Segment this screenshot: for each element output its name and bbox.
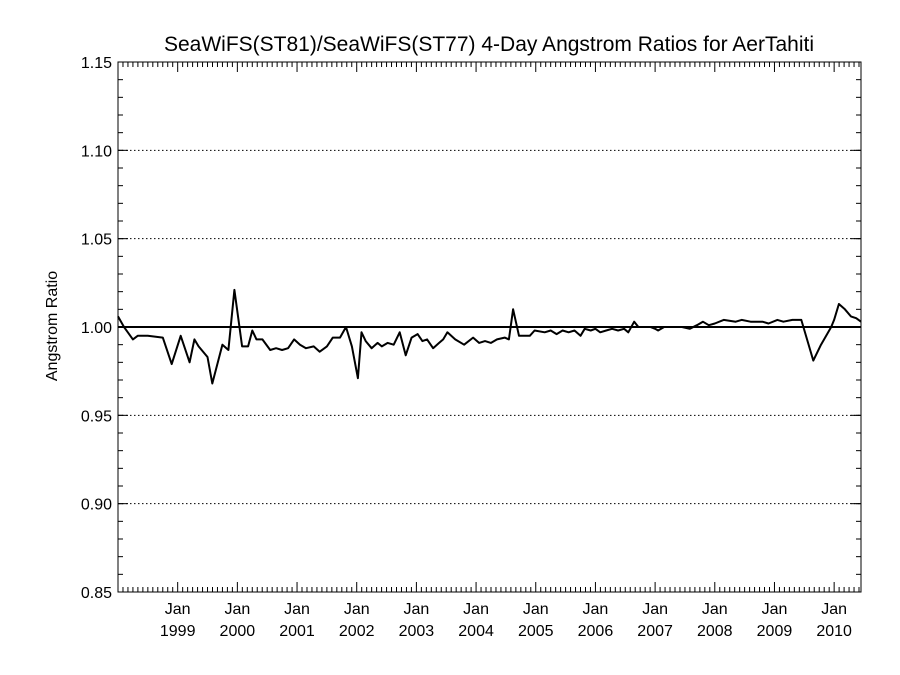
x-tick-label-month: Jan bbox=[403, 601, 429, 618]
y-axis-label: Angstrom Ratio bbox=[44, 271, 61, 381]
x-tick-label-month: Jan bbox=[642, 601, 668, 618]
x-tick-label-year: 2003 bbox=[399, 623, 435, 640]
x-tick-label-year: 2006 bbox=[578, 623, 614, 640]
y-tick-label: 0.90 bbox=[81, 497, 112, 514]
x-tick-label-month: Jan bbox=[583, 601, 609, 618]
x-tick-label-year: 2005 bbox=[518, 623, 554, 640]
x-tick-label-year: 2007 bbox=[637, 623, 673, 640]
x-tick-label-year: 2000 bbox=[220, 623, 256, 640]
x-tick-label-year: 2001 bbox=[279, 623, 315, 640]
y-tick-label: 0.85 bbox=[81, 585, 112, 602]
x-tick-label-year: 2010 bbox=[816, 623, 852, 640]
series-line bbox=[117, 288, 862, 385]
x-tick-label-year: 2002 bbox=[339, 623, 375, 640]
x-tick-label-year: 1999 bbox=[160, 623, 196, 640]
x-tick-label-month: Jan bbox=[344, 601, 370, 618]
x-tick-label-month: Jan bbox=[165, 601, 191, 618]
y-tick-label: 0.95 bbox=[81, 408, 112, 425]
y-tick-label: 1.05 bbox=[81, 232, 112, 249]
x-tick-label-month: Jan bbox=[762, 601, 788, 618]
y-tick-label: 1.10 bbox=[81, 143, 112, 160]
x-tick-label-month: Jan bbox=[702, 601, 728, 618]
chart-title: SeaWiFS(ST81)/SeaWiFS(ST77) 4-Day Angstr… bbox=[164, 33, 814, 56]
x-tick-label-month: Jan bbox=[284, 601, 310, 618]
x-tick-label-month: Jan bbox=[821, 601, 847, 618]
y-tick-label: 1.15 bbox=[81, 55, 112, 72]
x-tick-label-month: Jan bbox=[224, 601, 250, 618]
tick-label-layer: 0.85 0.90 0.95 1.00 1.05 1.10 1.15 Jan 1999 Jan 20… bbox=[81, 55, 852, 640]
x-tick-label-year: 2008 bbox=[697, 623, 733, 640]
x-tick-label-month: Jan bbox=[463, 601, 489, 618]
plot-frame bbox=[117, 61, 862, 593]
x-tick-label-month: Jan bbox=[523, 601, 549, 618]
x-tick-label-year: 2009 bbox=[757, 623, 793, 640]
x-tick-label-year: 2004 bbox=[458, 623, 494, 640]
y-tick-label: 1.00 bbox=[81, 320, 112, 337]
